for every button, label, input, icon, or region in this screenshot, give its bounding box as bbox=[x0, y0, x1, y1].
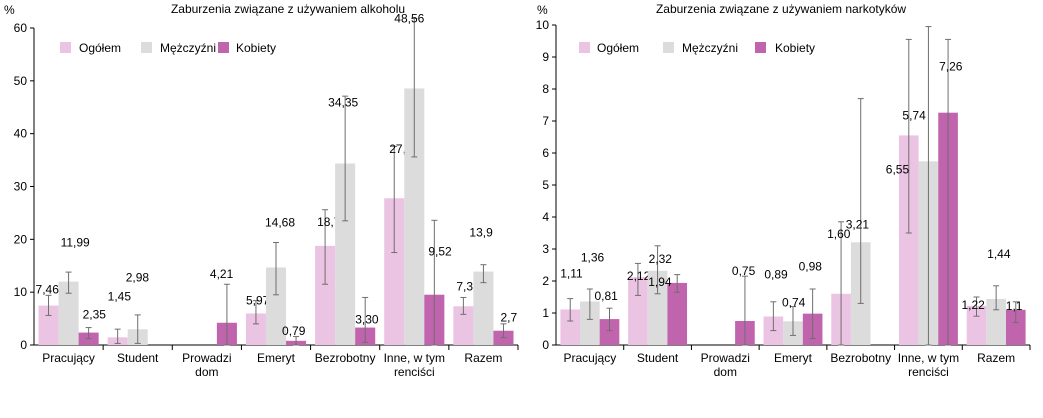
data-label: 1,36 bbox=[581, 250, 605, 264]
data-label: 48,56 bbox=[394, 11, 424, 25]
category-label: Pracujący bbox=[42, 351, 95, 365]
data-label: 1,45 bbox=[108, 289, 132, 303]
category-label: Razem bbox=[464, 351, 502, 365]
legend-swatch bbox=[218, 42, 229, 53]
data-label: 2,12 bbox=[627, 269, 651, 283]
data-label: 1,94 bbox=[648, 275, 672, 289]
category-label: Prowadzi dom bbox=[701, 351, 750, 379]
data-label: 7,26 bbox=[939, 60, 963, 74]
data-label: 2,98 bbox=[126, 270, 150, 284]
y-tick-label: 40 bbox=[14, 127, 28, 141]
data-label: 0,98 bbox=[799, 260, 823, 274]
data-label: 9,52 bbox=[428, 245, 452, 259]
legend-swatch bbox=[60, 42, 71, 53]
drugs-chart: % Zaburzenia związane z używaniem narkot… bbox=[536, 2, 1030, 379]
data-label: 1,1 bbox=[1006, 299, 1023, 313]
y-tick-label: 8 bbox=[542, 82, 549, 96]
legend-label: Ogółem bbox=[597, 41, 639, 55]
y-tick-label: 10 bbox=[14, 285, 28, 299]
legend-label: Ogółem bbox=[79, 41, 121, 55]
data-label: 1,11 bbox=[560, 266, 583, 280]
y-tick-label: 1 bbox=[542, 306, 549, 320]
alcohol-chart: % Zaburzenia związane z używaniem alkoho… bbox=[4, 2, 518, 379]
data-label: 5,74 bbox=[902, 108, 926, 122]
data-label: 2,7 bbox=[500, 311, 517, 325]
y-tick-label: 3 bbox=[542, 242, 549, 256]
category-label: Student bbox=[637, 351, 679, 365]
category-label: Student bbox=[117, 351, 159, 365]
data-label: 0,74 bbox=[782, 295, 806, 309]
y-tick-label: 60 bbox=[14, 21, 28, 35]
legend-label: Kobiety bbox=[775, 41, 815, 55]
legend-label: Kobiety bbox=[236, 41, 276, 55]
data-label: 3,21 bbox=[846, 217, 870, 231]
y-tick-label: 10 bbox=[536, 18, 550, 32]
y-tick-label: 6 bbox=[542, 146, 549, 160]
data-label: 34,35 bbox=[328, 96, 358, 110]
legend-swatch bbox=[663, 42, 674, 53]
data-label: 6,55 bbox=[886, 162, 910, 176]
legend-swatch bbox=[579, 42, 590, 53]
data-label: 14,68 bbox=[265, 215, 295, 229]
category-label: Bezrobotny bbox=[315, 351, 376, 365]
category-label: Prowadzi dom bbox=[182, 351, 231, 379]
y-tick-label: 4 bbox=[542, 210, 549, 224]
y-tick-label: 50 bbox=[14, 74, 28, 88]
data-label: 2,35 bbox=[83, 308, 107, 322]
y-tick-label: 0 bbox=[542, 338, 549, 352]
y-tick-label: 9 bbox=[542, 50, 549, 64]
legend-label: Mężczyźni bbox=[160, 41, 216, 55]
data-label: 1,44 bbox=[987, 247, 1011, 261]
legend-swatch bbox=[755, 42, 766, 53]
data-label: 0,75 bbox=[732, 264, 756, 278]
data-label: 1,22 bbox=[962, 298, 986, 312]
y-tick-label: 0 bbox=[20, 338, 27, 352]
data-label: 7,46 bbox=[36, 283, 60, 297]
category-label: Inne, w tym renciści bbox=[898, 351, 959, 379]
chart-title: Zaburzenia związane z używaniem alkoholu bbox=[171, 2, 405, 16]
category-label: Emeryt bbox=[257, 351, 296, 365]
y-tick-label: 30 bbox=[14, 180, 28, 194]
data-label: 11,99 bbox=[61, 236, 90, 250]
legend-label: Mężczyźni bbox=[682, 41, 738, 55]
data-label: 3,30 bbox=[355, 313, 379, 327]
category-label: Bezrobotny bbox=[830, 351, 891, 365]
y-tick-label: 20 bbox=[14, 232, 28, 246]
data-label: 0,79 bbox=[282, 324, 306, 338]
data-label: 0,81 bbox=[594, 289, 618, 303]
category-label: Pracujący bbox=[564, 351, 617, 365]
legend-swatch bbox=[141, 42, 152, 53]
y-axis-unit: % bbox=[4, 3, 15, 17]
category-label: Inne, w tym renciści bbox=[384, 351, 445, 379]
data-label: 2,32 bbox=[649, 252, 673, 266]
data-label: 13,9 bbox=[469, 226, 493, 240]
data-label: 0,89 bbox=[764, 268, 788, 282]
y-axis-unit: % bbox=[537, 3, 548, 17]
data-label: 4,21 bbox=[210, 267, 234, 281]
y-tick-label: 2 bbox=[542, 274, 549, 288]
y-tick-label: 5 bbox=[542, 178, 549, 192]
chart-title: Zaburzenia związane z używaniem narkotyk… bbox=[656, 2, 906, 16]
category-label: Emeryt bbox=[774, 351, 813, 365]
y-tick-label: 7 bbox=[542, 114, 549, 128]
category-label: Razem bbox=[977, 351, 1015, 365]
